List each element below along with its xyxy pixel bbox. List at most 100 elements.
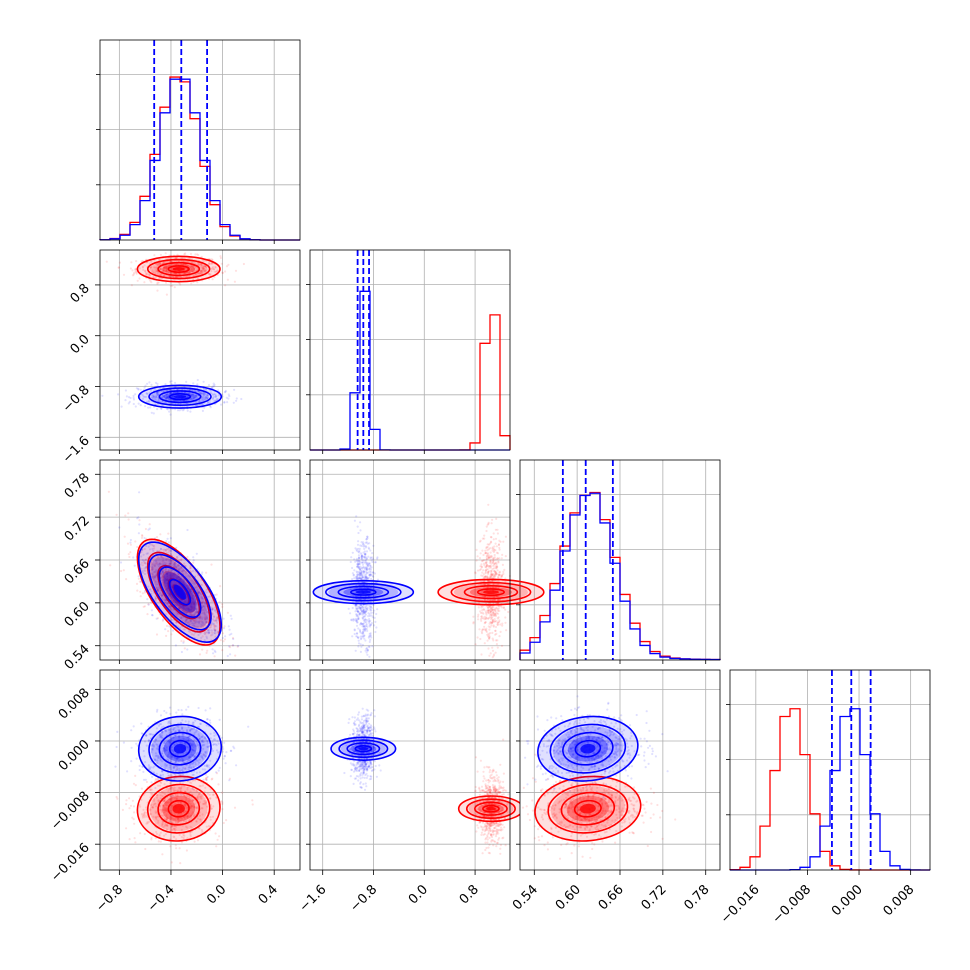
sample-point: [176, 253, 179, 256]
sample-point: [493, 570, 496, 573]
sample-point: [351, 566, 354, 570]
sample-point: [494, 625, 498, 629]
sample-point: [203, 269, 206, 272]
sample-point: [137, 516, 140, 519]
sample-point: [369, 632, 372, 635]
sample-point: [211, 392, 214, 395]
sample-point: [139, 832, 142, 835]
sample-point: [134, 774, 137, 778]
sample-point: [165, 624, 169, 628]
sample-point: [367, 576, 370, 579]
sample-point: [136, 545, 139, 549]
sample-point: [155, 617, 158, 620]
sample-point: [494, 610, 497, 613]
sample-point: [491, 619, 494, 622]
sample-point: [118, 261, 121, 264]
sample-point: [500, 557, 503, 560]
sample-point: [212, 268, 215, 271]
sample-point: [174, 257, 177, 260]
sample-point: [357, 618, 360, 621]
sample-point: [201, 648, 204, 651]
sample-point: [165, 269, 168, 272]
sample-point: [373, 609, 376, 612]
sample-point: [165, 264, 168, 267]
sample-point: [225, 265, 229, 268]
sample-point: [197, 262, 200, 265]
sample-point: [492, 614, 495, 617]
sample-point: [211, 278, 214, 281]
sample-point: [134, 267, 137, 270]
sample-point: [355, 613, 359, 616]
sample-point: [349, 560, 352, 564]
sample-point: [184, 252, 187, 255]
sample-point: [205, 571, 208, 574]
sample-point: [145, 392, 148, 395]
sample-point: [477, 613, 480, 616]
sample-point: [492, 611, 495, 614]
sample-point: [496, 623, 499, 626]
sample-point: [478, 557, 482, 560]
sample-point: [196, 839, 200, 842]
sample-point: [202, 270, 205, 273]
sample-point: [125, 827, 128, 830]
sample-point: [364, 613, 367, 616]
sample-point: [490, 562, 493, 565]
sample-point: [169, 380, 172, 383]
sample-point: [182, 263, 186, 266]
sample-point: [196, 378, 199, 382]
sample-point: [496, 639, 499, 642]
sample-point: [371, 645, 374, 648]
sample-point: [489, 551, 492, 554]
sample-point: [163, 269, 166, 272]
sample-point: [125, 395, 128, 398]
sample-point: [359, 638, 362, 641]
sample-point: [158, 268, 161, 271]
sample-point: [369, 638, 372, 642]
sample-point: [200, 270, 203, 273]
sample-point: [213, 270, 216, 273]
sample-point: [215, 845, 218, 848]
sample-point: [226, 654, 229, 658]
sample-point: [211, 385, 215, 388]
sample-point: [368, 547, 371, 550]
sample-point: [153, 266, 156, 269]
sample-point: [157, 271, 160, 274]
sample-point: [189, 410, 192, 413]
sample-point: [143, 832, 146, 836]
sample-point: [472, 615, 475, 618]
sample-point: [486, 639, 489, 642]
sample-point: [489, 559, 492, 562]
sample-point: [498, 557, 501, 560]
sample-point: [491, 649, 495, 652]
sample-point: [170, 268, 173, 271]
sample-point: [483, 534, 486, 537]
sample-point: [498, 635, 501, 638]
sample-point: [152, 271, 156, 274]
sample-point: [374, 620, 377, 624]
sample-point: [120, 405, 123, 408]
sample-point: [363, 574, 366, 577]
sample-point: [357, 540, 360, 543]
sample-point: [185, 263, 188, 266]
sample-point: [145, 780, 148, 784]
sample-point: [140, 260, 143, 263]
sample-point: [358, 628, 362, 631]
sample-point: [124, 514, 127, 517]
sample-point: [154, 266, 157, 269]
sample-point: [165, 396, 169, 399]
sample-point: [131, 274, 134, 277]
sample-point: [191, 267, 194, 270]
sample-point: [149, 279, 152, 282]
sample-point: [360, 571, 363, 574]
sample-point: [149, 260, 152, 263]
sample-point: [361, 573, 364, 576]
sample-point: [174, 644, 177, 647]
sample-point: [163, 265, 166, 269]
sample-point: [170, 633, 173, 636]
sample-point: [150, 411, 153, 414]
sample-point: [222, 821, 225, 825]
sample-point: [355, 607, 358, 611]
sample-point: [184, 267, 187, 270]
sample-point: [484, 571, 487, 574]
sample-point: [501, 573, 504, 577]
